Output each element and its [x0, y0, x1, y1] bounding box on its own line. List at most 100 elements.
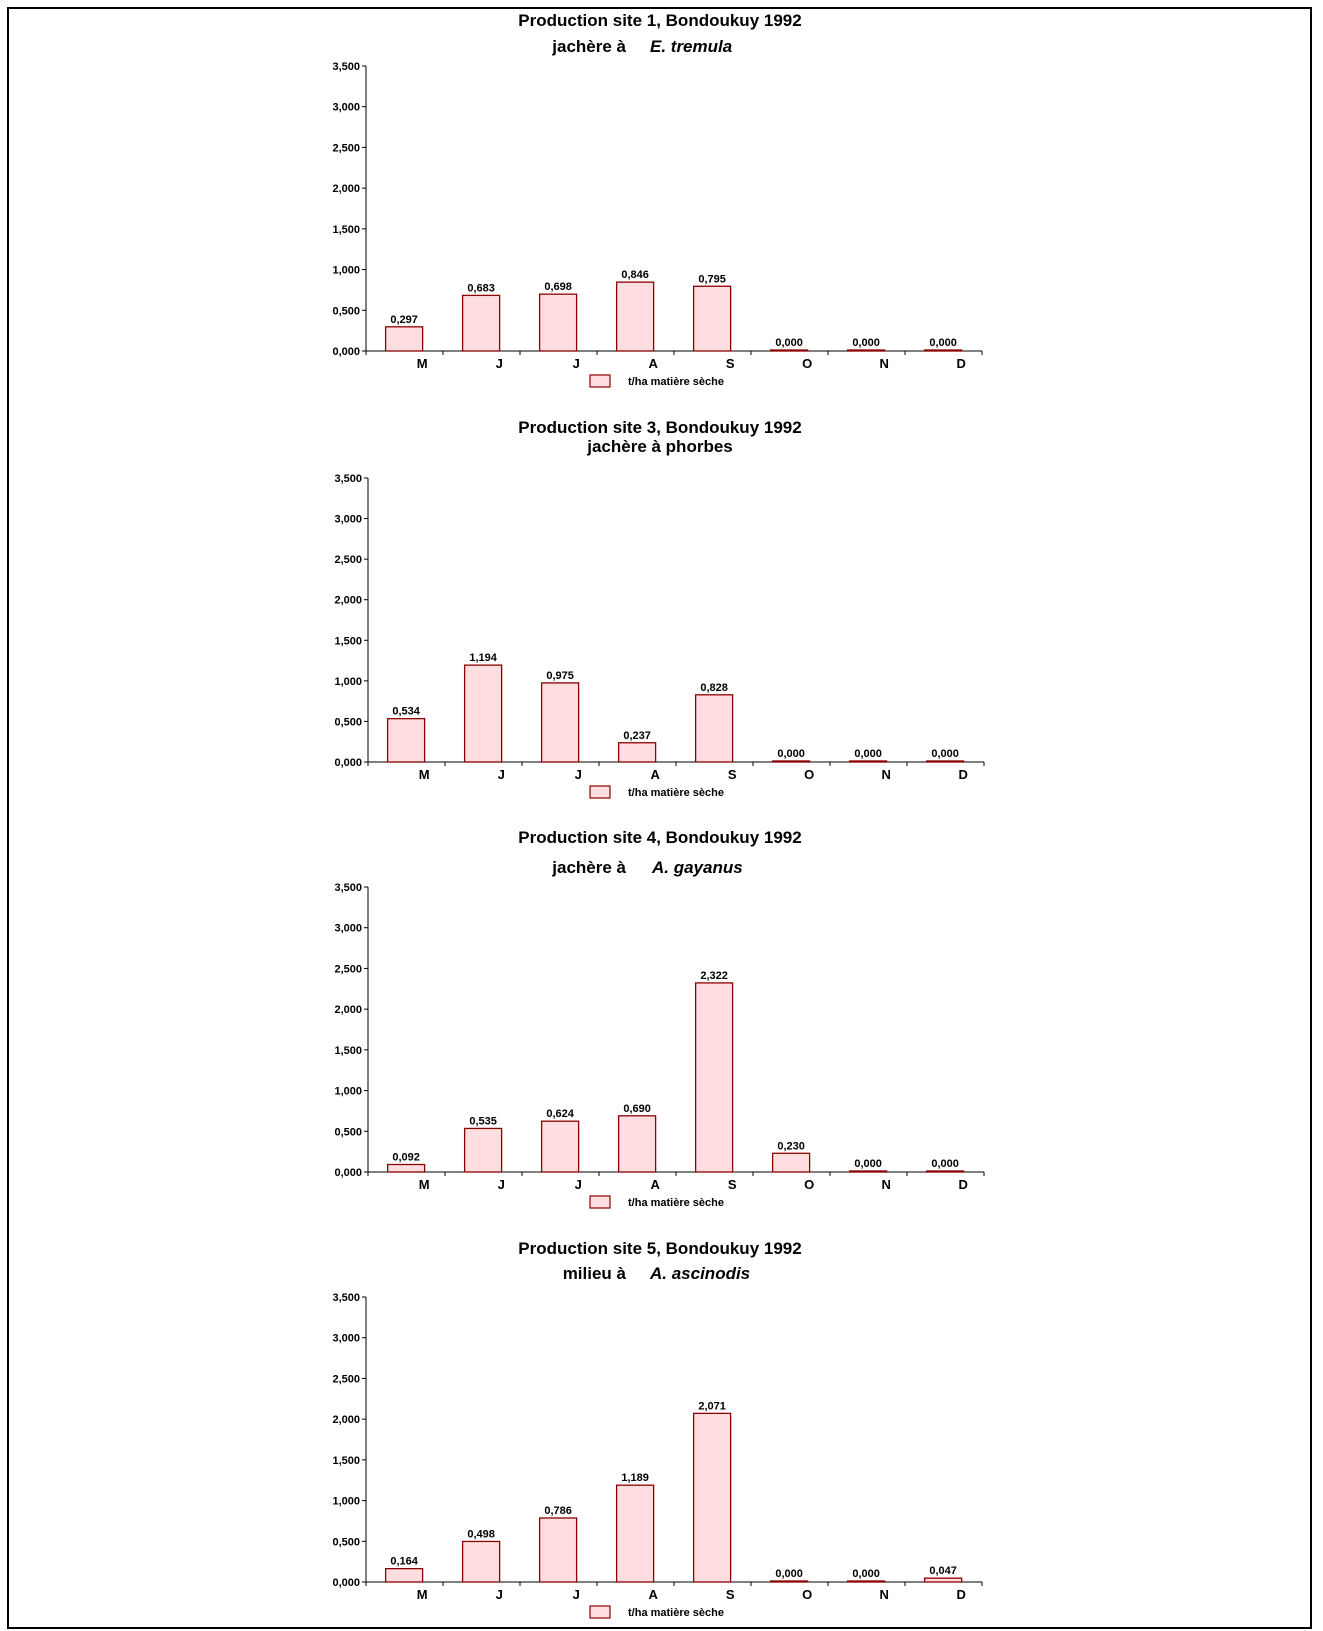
x-tick-label: A [651, 767, 661, 782]
bar-data-label: 0,000 [931, 1158, 959, 1170]
chart-title: Production site 5, Bondoukuy 1992 [518, 1239, 801, 1258]
bar-data-label: 0,092 [392, 1152, 420, 1164]
x-tick-label: A [649, 1587, 659, 1602]
x-tick-label: S [728, 767, 737, 782]
bar-data-label: 0,237 [623, 730, 651, 742]
x-tick-label: J [573, 356, 580, 371]
chart-title: Production site 4, Bondoukuy 1992 [518, 828, 801, 847]
bar-data-label: 0,000 [775, 1568, 803, 1580]
y-tick-label: 2,000 [332, 1414, 360, 1426]
y-tick-label: 1,000 [334, 1086, 362, 1098]
bar [848, 1170, 888, 1173]
x-tick-label: M [419, 767, 430, 782]
chart-subtitle-prefix: jachère à phorbes [586, 437, 733, 456]
bar [463, 1127, 503, 1173]
x-tick-label: A [651, 1177, 661, 1192]
y-tick-label: 3,000 [334, 514, 362, 526]
bar [617, 742, 657, 763]
x-tick-label: N [880, 356, 889, 371]
x-tick-label: M [417, 356, 428, 371]
y-tick-label: 0,500 [334, 716, 362, 728]
x-tick-label: S [726, 1587, 735, 1602]
y-tick-label: 3,000 [332, 1333, 360, 1345]
y-tick-label: 2,500 [334, 554, 362, 566]
bar [461, 294, 501, 352]
bar [692, 1412, 732, 1583]
bar [538, 293, 578, 352]
x-tick-label: J [498, 767, 505, 782]
x-tick-label: S [728, 1177, 737, 1192]
bar-data-label: 0,000 [854, 748, 882, 760]
bar-data-label: 0,846 [621, 269, 649, 281]
x-tick-label: O [804, 767, 814, 782]
y-tick-label: 2,000 [334, 1004, 362, 1016]
bar [771, 760, 811, 763]
bar-data-label: 0,624 [546, 1108, 574, 1120]
bar [540, 682, 580, 763]
legend-swatch [589, 1195, 611, 1209]
bar [694, 694, 734, 763]
bar [384, 326, 424, 352]
bar [769, 1580, 809, 1583]
chart-title: Production site 1, Bondoukuy 1992 [518, 11, 801, 30]
bar-data-label: 0,000 [931, 748, 959, 760]
legend-swatch [589, 1605, 611, 1619]
legend-label: t/ha matière sèche [628, 376, 724, 388]
bar-data-label: 0,297 [390, 314, 418, 326]
y-tick-label: 2,500 [332, 1373, 360, 1385]
y-tick-label: 0,000 [332, 1577, 360, 1589]
x-tick-label: D [959, 767, 968, 782]
y-tick-label: 1,500 [332, 1455, 360, 1467]
chart-title: Production site 3, Bondoukuy 1992 [518, 418, 801, 437]
bar [846, 349, 886, 352]
bar-data-label: 0,786 [544, 1505, 572, 1517]
x-tick-label: O [804, 1177, 814, 1192]
bar [384, 1567, 424, 1583]
y-tick-label: 1,000 [332, 265, 360, 277]
x-tick-label: O [802, 1587, 812, 1602]
y-tick-label: 0,000 [332, 346, 360, 358]
bar-data-label: 0,498 [467, 1528, 495, 1540]
bar [846, 1580, 886, 1583]
bar [461, 1540, 501, 1583]
bar [540, 1120, 580, 1173]
bar-data-label: 0,164 [390, 1556, 418, 1568]
chart-subtitle-prefix: milieu à [563, 1264, 627, 1283]
bar [615, 281, 655, 352]
bar [923, 349, 963, 352]
chart-subtitle-prefix: jachère à [551, 858, 626, 877]
chart-subtitle-species: E. tremula [650, 37, 732, 56]
y-tick-label: 2,000 [334, 595, 362, 607]
y-tick-label: 0,500 [332, 305, 360, 317]
legend-label: t/ha matière sèche [628, 787, 724, 799]
bar-data-label: 0,534 [392, 706, 420, 718]
bar [386, 718, 426, 763]
chart-subtitle-species: A. ascinodis [649, 1264, 750, 1283]
bar [463, 664, 503, 763]
chart-4: Production site 5, Bondoukuy 1992 milieu … [332, 1239, 983, 1619]
x-tick-label: S [726, 356, 735, 371]
y-tick-label: 1,500 [332, 224, 360, 236]
bar [771, 1152, 811, 1173]
bar [694, 982, 734, 1173]
bar-data-label: 0,047 [929, 1565, 957, 1577]
bar [538, 1517, 578, 1583]
bar [617, 1115, 657, 1173]
x-tick-label: A [649, 356, 659, 371]
bar-data-label: 0,000 [777, 748, 805, 760]
bar-data-label: 0,795 [698, 273, 726, 285]
bar [769, 349, 809, 352]
chart-1: Production site 1, Bondoukuy 1992 jachère… [332, 11, 983, 388]
y-tick-label: 1,000 [334, 676, 362, 688]
x-tick-label: D [957, 1587, 966, 1602]
x-tick-label: J [496, 1587, 503, 1602]
bar [615, 1484, 655, 1583]
y-tick-label: 2,500 [332, 142, 360, 154]
bar [925, 760, 965, 763]
y-tick-label: 0,500 [334, 1126, 362, 1138]
bar-data-label: 0,975 [546, 670, 574, 682]
x-tick-label: N [882, 767, 891, 782]
bar-data-label: 1,194 [469, 652, 497, 664]
x-tick-label: J [573, 1587, 580, 1602]
